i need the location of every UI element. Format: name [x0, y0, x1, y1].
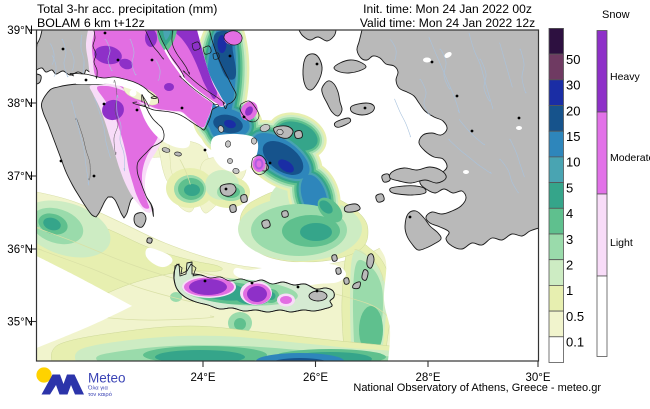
svg-text:Heavy: Heavy: [610, 71, 641, 83]
svg-text:28°E: 28°E: [415, 372, 440, 384]
svg-text:4: 4: [566, 206, 573, 221]
svg-text:3: 3: [566, 232, 573, 247]
svg-text:Total 3-hr acc. precipitation: Total 3-hr acc. precipitation (mm): [37, 2, 217, 16]
svg-text:Light: Light: [610, 237, 633, 249]
svg-text:1: 1: [566, 283, 573, 298]
svg-text:38°N: 38°N: [7, 98, 33, 110]
svg-text:τον καιρό: τον καιρό: [88, 391, 112, 398]
svg-text:26°E: 26°E: [303, 372, 328, 384]
svg-text:2: 2: [566, 258, 573, 273]
svg-text:36°N: 36°N: [7, 244, 33, 256]
svg-text:0.5: 0.5: [566, 309, 584, 324]
svg-text:0.1: 0.1: [566, 335, 584, 350]
svg-text:National Observatory of Athens: National Observatory of Athens, Greece -…: [353, 382, 601, 394]
svg-text:50: 50: [566, 52, 580, 67]
svg-text:Όλα για: Όλα για: [87, 386, 108, 392]
svg-text:10: 10: [566, 155, 580, 170]
svg-text:15: 15: [566, 129, 580, 144]
svg-text:Moderate: Moderate: [610, 152, 650, 164]
svg-text:BOLAM 6 km t+12z: BOLAM 6 km t+12z: [37, 16, 145, 30]
svg-text:37°N: 37°N: [7, 171, 33, 183]
svg-text:30°E: 30°E: [525, 372, 550, 384]
svg-text:Meteo: Meteo: [88, 371, 126, 386]
svg-text:Valid time: Mon 24 Jan 2022 12: Valid time: Mon 24 Jan 2022 12z: [360, 16, 535, 30]
svg-text:35°N: 35°N: [7, 317, 33, 329]
svg-text:24°E: 24°E: [190, 372, 215, 384]
svg-text:5: 5: [566, 180, 573, 195]
svg-text:30: 30: [566, 78, 580, 93]
svg-text:20: 20: [566, 103, 580, 118]
svg-text:39°N: 39°N: [7, 25, 33, 37]
svg-text:Snow: Snow: [602, 9, 630, 21]
svg-text:Init. time: Mon 24 Jan 2022 00: Init. time: Mon 24 Jan 2022 00z: [363, 2, 532, 16]
